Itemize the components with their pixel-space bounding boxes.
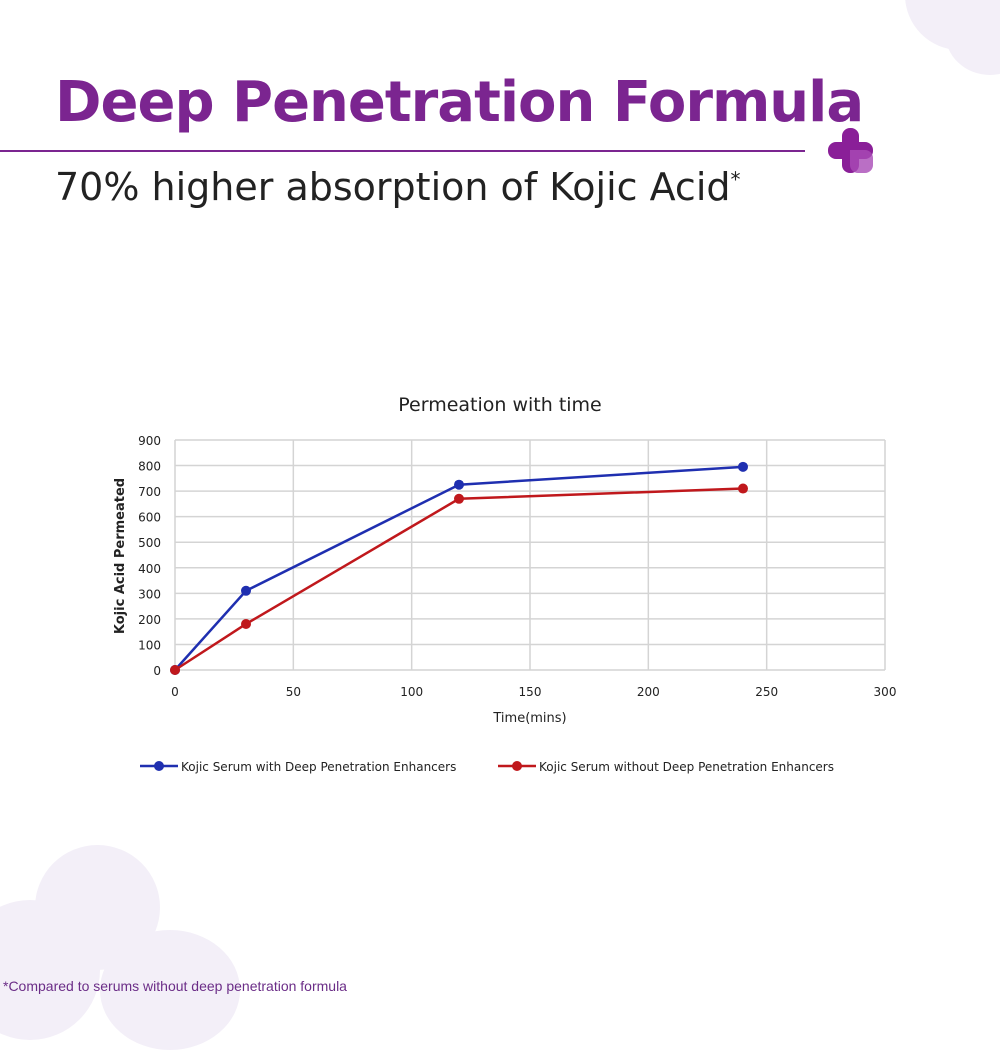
y-tick-label: 900 [138,434,161,448]
y-tick-label: 200 [138,613,161,627]
y-tick-label: 100 [138,638,161,652]
y-tick-label: 300 [138,587,161,601]
legend-label: Kojic Serum without Deep Penetration Enh… [539,760,834,774]
subtitle-footnote-mark: * [730,167,741,192]
subtitle-text: 70% higher absorption of Kojic Acid [55,165,731,209]
series-line-1 [174,465,744,671]
data-point [454,479,464,490]
data-point [241,585,251,596]
x-tick-label: 150 [519,685,542,699]
title-divider [0,150,805,152]
series-line-2 [174,487,744,672]
x-tick-label: 100 [400,685,423,699]
data-point [454,493,464,504]
legend-marker [154,761,164,771]
y-tick-label: 500 [138,536,161,550]
x-axis-label: Time(mins) [492,711,566,726]
y-tick-label: 600 [138,511,161,525]
x-tick-label: 250 [755,685,778,699]
legend-label: Kojic Serum with Deep Penetration Enhanc… [181,760,456,774]
legend-marker [512,761,522,771]
data-point [738,461,748,472]
y-tick-label: 0 [153,664,161,678]
x-tick-label: 0 [171,685,179,699]
y-tick-label: 400 [138,562,161,576]
chart-title: Permeation with time [398,394,602,416]
y-tick-label: 700 [138,485,161,499]
page-subtitle: 70% higher absorption of Kojic Acid* [55,165,741,209]
data-point [170,665,180,675]
data-point [738,483,748,494]
x-tick-label: 200 [637,685,660,699]
footnote: *Compared to serums without deep penetra… [3,978,347,994]
x-tick-label: 50 [286,685,301,699]
y-axis-label: Kojic Acid Permeated [113,478,128,634]
x-tick-label: 300 [874,685,897,699]
page-title: Deep Penetration Formula [55,70,864,135]
line-chart: Permeation with time 0100200300400500600… [113,394,897,774]
y-tick-label: 800 [138,460,161,474]
data-point [241,619,251,629]
plus-logo-icon [828,128,873,173]
